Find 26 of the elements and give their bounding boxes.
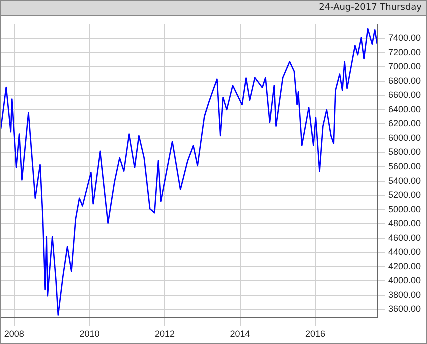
- y-tick-label: 6400.00: [388, 104, 422, 114]
- x-tick-label: 2014: [230, 329, 250, 340]
- y-tick-label: 5800.00: [388, 147, 422, 158]
- y-tick-label: 6000.00: [388, 132, 422, 143]
- chart-subtitle: 24-Aug-2017 Thursday: [1, 1, 426, 16]
- y-tick-label: 7400.00: [388, 33, 422, 44]
- x-tick-label: 2008: [4, 329, 24, 340]
- y-tick-label: 6800.00: [388, 76, 422, 86]
- y-tick-label: 5600.00: [388, 162, 422, 172]
- y-tick-label: 6600.00: [388, 90, 422, 100]
- y-tick-label: 4400.00: [388, 247, 422, 258]
- y-tick-label: 5400.00: [388, 176, 422, 186]
- y-tick-label: 4200.00: [388, 261, 422, 272]
- y-tick-label: 4600.00: [388, 232, 422, 243]
- x-tick-label: 2010: [80, 329, 100, 340]
- x-tick-label: 2016: [306, 329, 326, 340]
- x-tick-label: 2012: [154, 329, 175, 340]
- y-tick-label: 7000.00: [388, 62, 422, 72]
- y-tick-label: 3600.00: [388, 304, 422, 314]
- y-tick-label: 5000.00: [388, 204, 422, 214]
- y-tick-label: 4000.00: [388, 276, 422, 286]
- y-tick-label: 5200.00: [388, 190, 422, 200]
- y-tick-label: 7200.00: [388, 47, 422, 58]
- y-tick-label: 4800.00: [388, 218, 422, 229]
- y-tick-label: 6200.00: [388, 118, 422, 129]
- y-tick-label: 3800.00: [388, 290, 422, 300]
